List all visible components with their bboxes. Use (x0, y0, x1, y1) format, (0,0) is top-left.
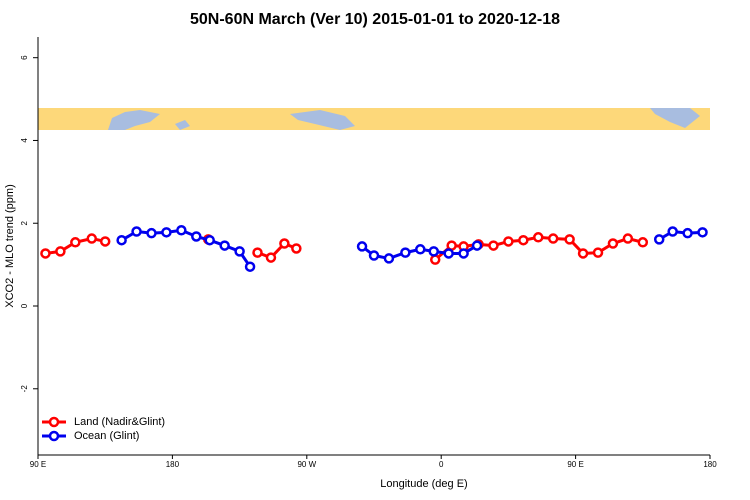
legend-label: Ocean (Glint) (74, 430, 139, 442)
point (70, 237, 81, 248)
x-tick-label: 0 (439, 460, 444, 469)
point (415, 244, 426, 255)
point (131, 226, 142, 237)
point (400, 247, 411, 258)
point (488, 240, 499, 251)
series-line (658, 229, 703, 241)
point (252, 247, 263, 258)
point (518, 234, 529, 246)
point (55, 246, 66, 257)
point (176, 225, 187, 236)
y-axis-label: XCO2 - MLO trend (ppm) (4, 184, 16, 307)
x-tick-label: 90 E (30, 460, 46, 469)
legend-marker (48, 430, 60, 442)
x-tick-label: 180 (703, 460, 717, 469)
legend-label: Land (Nadir&Glint) (74, 416, 165, 428)
x-axis-label: Longitude (deg E) (380, 478, 467, 490)
x-tick-label: 180 (166, 460, 180, 469)
y-tick-label: 4 (20, 138, 29, 143)
point (577, 248, 589, 259)
x-tick-label: 90 E (567, 460, 583, 469)
point (86, 233, 98, 244)
point (146, 227, 157, 239)
point (356, 241, 368, 252)
point (244, 261, 256, 272)
point (547, 233, 559, 244)
point (99, 236, 111, 247)
series-line (120, 228, 252, 268)
point (204, 234, 215, 246)
point (471, 240, 483, 251)
point (383, 253, 395, 264)
point (653, 234, 665, 245)
point (458, 248, 469, 259)
point (607, 238, 619, 249)
legend-marker (48, 416, 60, 428)
chart-title: 50N-60N March (Ver 10) 2015-01-01 to 202… (190, 11, 560, 28)
point (265, 252, 277, 263)
map-land (175, 120, 190, 130)
point (291, 243, 302, 254)
point (503, 236, 514, 247)
point (40, 248, 51, 259)
point (533, 232, 544, 243)
map-land (290, 110, 355, 130)
point (279, 238, 290, 249)
y-tick-label: 2 (20, 220, 29, 225)
point (191, 231, 202, 242)
series-line (257, 241, 297, 260)
point (697, 227, 708, 238)
y-tick-label: 6 (20, 55, 29, 60)
point (443, 248, 454, 259)
y-tick-label: -2 (20, 385, 29, 393)
point (622, 233, 634, 244)
y-tick-label: 0 (20, 303, 29, 308)
point (116, 234, 127, 246)
x-tick-label: 90 W (297, 460, 316, 469)
point (564, 234, 575, 245)
point (368, 250, 380, 261)
point (219, 240, 230, 251)
point (637, 237, 649, 248)
point (667, 226, 678, 237)
point (592, 247, 604, 258)
map-land (108, 110, 160, 130)
map-band (38, 108, 710, 130)
map-background (38, 108, 710, 130)
point (429, 254, 441, 265)
map-land (650, 108, 700, 128)
point (161, 227, 172, 238)
point (682, 227, 693, 239)
point (234, 246, 245, 257)
point (428, 246, 439, 257)
